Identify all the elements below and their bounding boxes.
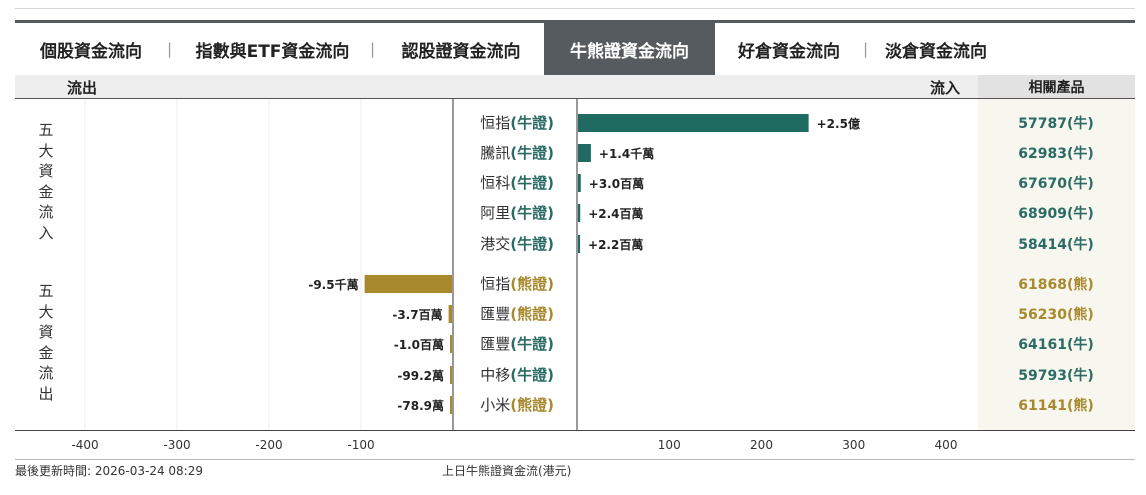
inflow-bar bbox=[578, 114, 809, 132]
footer-divider bbox=[15, 459, 1135, 460]
tab-long-flow[interactable]: 好倉資金流向 bbox=[738, 41, 840, 62]
last-updated: 最後更新時間: 2026-03-24 08:29 bbox=[15, 464, 203, 478]
x-tick-label: 100 bbox=[658, 438, 681, 452]
product-name-label: 阿里(牛證) bbox=[480, 204, 554, 222]
bar-value-label: -3.7百萬 bbox=[392, 307, 442, 322]
outflow-header: 流出 bbox=[67, 79, 98, 97]
tab-index-etf-flow[interactable]: 指數與ETF資金流向 bbox=[195, 41, 350, 62]
related-product-link[interactable]: 68909(牛) bbox=[1018, 205, 1094, 222]
x-tick-label: -300 bbox=[163, 438, 190, 452]
bar-value-label: -78.9萬 bbox=[397, 398, 444, 413]
outflow-bar bbox=[450, 335, 452, 353]
inflow-bar bbox=[578, 174, 581, 192]
product-name-label: 中移(牛證) bbox=[480, 366, 554, 384]
x-tick-label: 200 bbox=[750, 438, 773, 452]
tab-short-flow[interactable]: 淡倉資金流向 bbox=[885, 41, 987, 62]
inflow-bar bbox=[578, 235, 581, 253]
related-product-link[interactable]: 56230(熊) bbox=[1018, 306, 1094, 323]
related-product-link[interactable]: 61141(熊) bbox=[1018, 397, 1094, 414]
outflow-bar bbox=[364, 275, 452, 293]
tab-bar: 個股資金流向 | 指數與ETF資金流向 | 認股證資金流向 牛熊證資金流向 好倉… bbox=[15, 23, 1135, 75]
related-product-link[interactable]: 61868(熊) bbox=[1018, 276, 1094, 293]
x-tick-label: -200 bbox=[255, 438, 282, 452]
product-name-label: 恒指(熊證) bbox=[480, 275, 554, 293]
top-divider bbox=[15, 8, 1135, 9]
bar-value-label: +1.4千萬 bbox=[599, 146, 654, 161]
column-header: 流出 流入 相關產品 bbox=[15, 75, 1135, 99]
product-name-label: 匯豐(牛證) bbox=[480, 335, 554, 353]
related-product-link[interactable]: 59793(牛) bbox=[1018, 367, 1094, 384]
product-name-label: 匯豐(熊證) bbox=[480, 305, 554, 323]
x-tick-label: 300 bbox=[842, 438, 865, 452]
related-products-column bbox=[978, 99, 1135, 430]
bar-value-label: -1.0百萬 bbox=[394, 337, 444, 352]
related-product-link[interactable]: 58414(牛) bbox=[1018, 236, 1094, 253]
tab-separator: | bbox=[370, 40, 376, 58]
x-tick-label: -400 bbox=[71, 438, 98, 452]
outflow-bar bbox=[448, 305, 452, 323]
bar-value-label: -99.2萬 bbox=[397, 368, 444, 383]
tab-separator: | bbox=[863, 40, 869, 58]
inflow-bar bbox=[578, 144, 591, 162]
tab-stock-flow[interactable]: 個股資金流向 bbox=[40, 41, 142, 62]
product-name-label: 恒指(牛證) bbox=[480, 114, 554, 132]
chart-baseline bbox=[15, 430, 1135, 431]
bar-value-label: +2.2百萬 bbox=[588, 237, 643, 252]
outflow-bar bbox=[450, 396, 452, 414]
related-products-header: 相關產品 bbox=[978, 75, 1135, 98]
x-tick-label: -100 bbox=[347, 438, 374, 452]
product-name-label: 小米(熊證) bbox=[480, 396, 554, 414]
x-tick-label: 400 bbox=[935, 438, 958, 452]
tab-separator: | bbox=[167, 40, 173, 58]
related-product-link[interactable]: 64161(牛) bbox=[1018, 336, 1094, 353]
product-name-label: 港交(牛證) bbox=[480, 235, 554, 253]
tab-bar-accent bbox=[15, 20, 1135, 23]
outflow-bar bbox=[450, 366, 452, 384]
inflow-header: 流入 bbox=[930, 79, 961, 97]
bar-value-label: -9.5千萬 bbox=[308, 277, 358, 292]
bar-value-label: +3.0百萬 bbox=[589, 176, 644, 191]
related-product-link[interactable]: 57787(牛) bbox=[1018, 115, 1094, 132]
chart-caption: 上日牛熊證資金流(港元) bbox=[442, 464, 572, 478]
bar-value-label: +2.4百萬 bbox=[588, 206, 643, 221]
side-label-outflow: 五大資金流出 bbox=[38, 282, 54, 403]
related-product-link[interactable]: 62983(牛) bbox=[1018, 145, 1094, 162]
tab-warrant-flow[interactable]: 認股證資金流向 bbox=[401, 41, 521, 62]
bar-value-label: +2.5億 bbox=[817, 116, 860, 131]
inflow-bar bbox=[578, 204, 581, 222]
product-name-label: 騰訊(牛證) bbox=[480, 144, 554, 162]
side-label-inflow: 五大資金流入 bbox=[38, 121, 54, 242]
product-name-label: 恒科(牛證) bbox=[480, 174, 554, 192]
related-product-link[interactable]: 67670(牛) bbox=[1018, 175, 1094, 192]
tab-cbbc-flow[interactable]: 牛熊證資金流向 bbox=[544, 23, 715, 75]
